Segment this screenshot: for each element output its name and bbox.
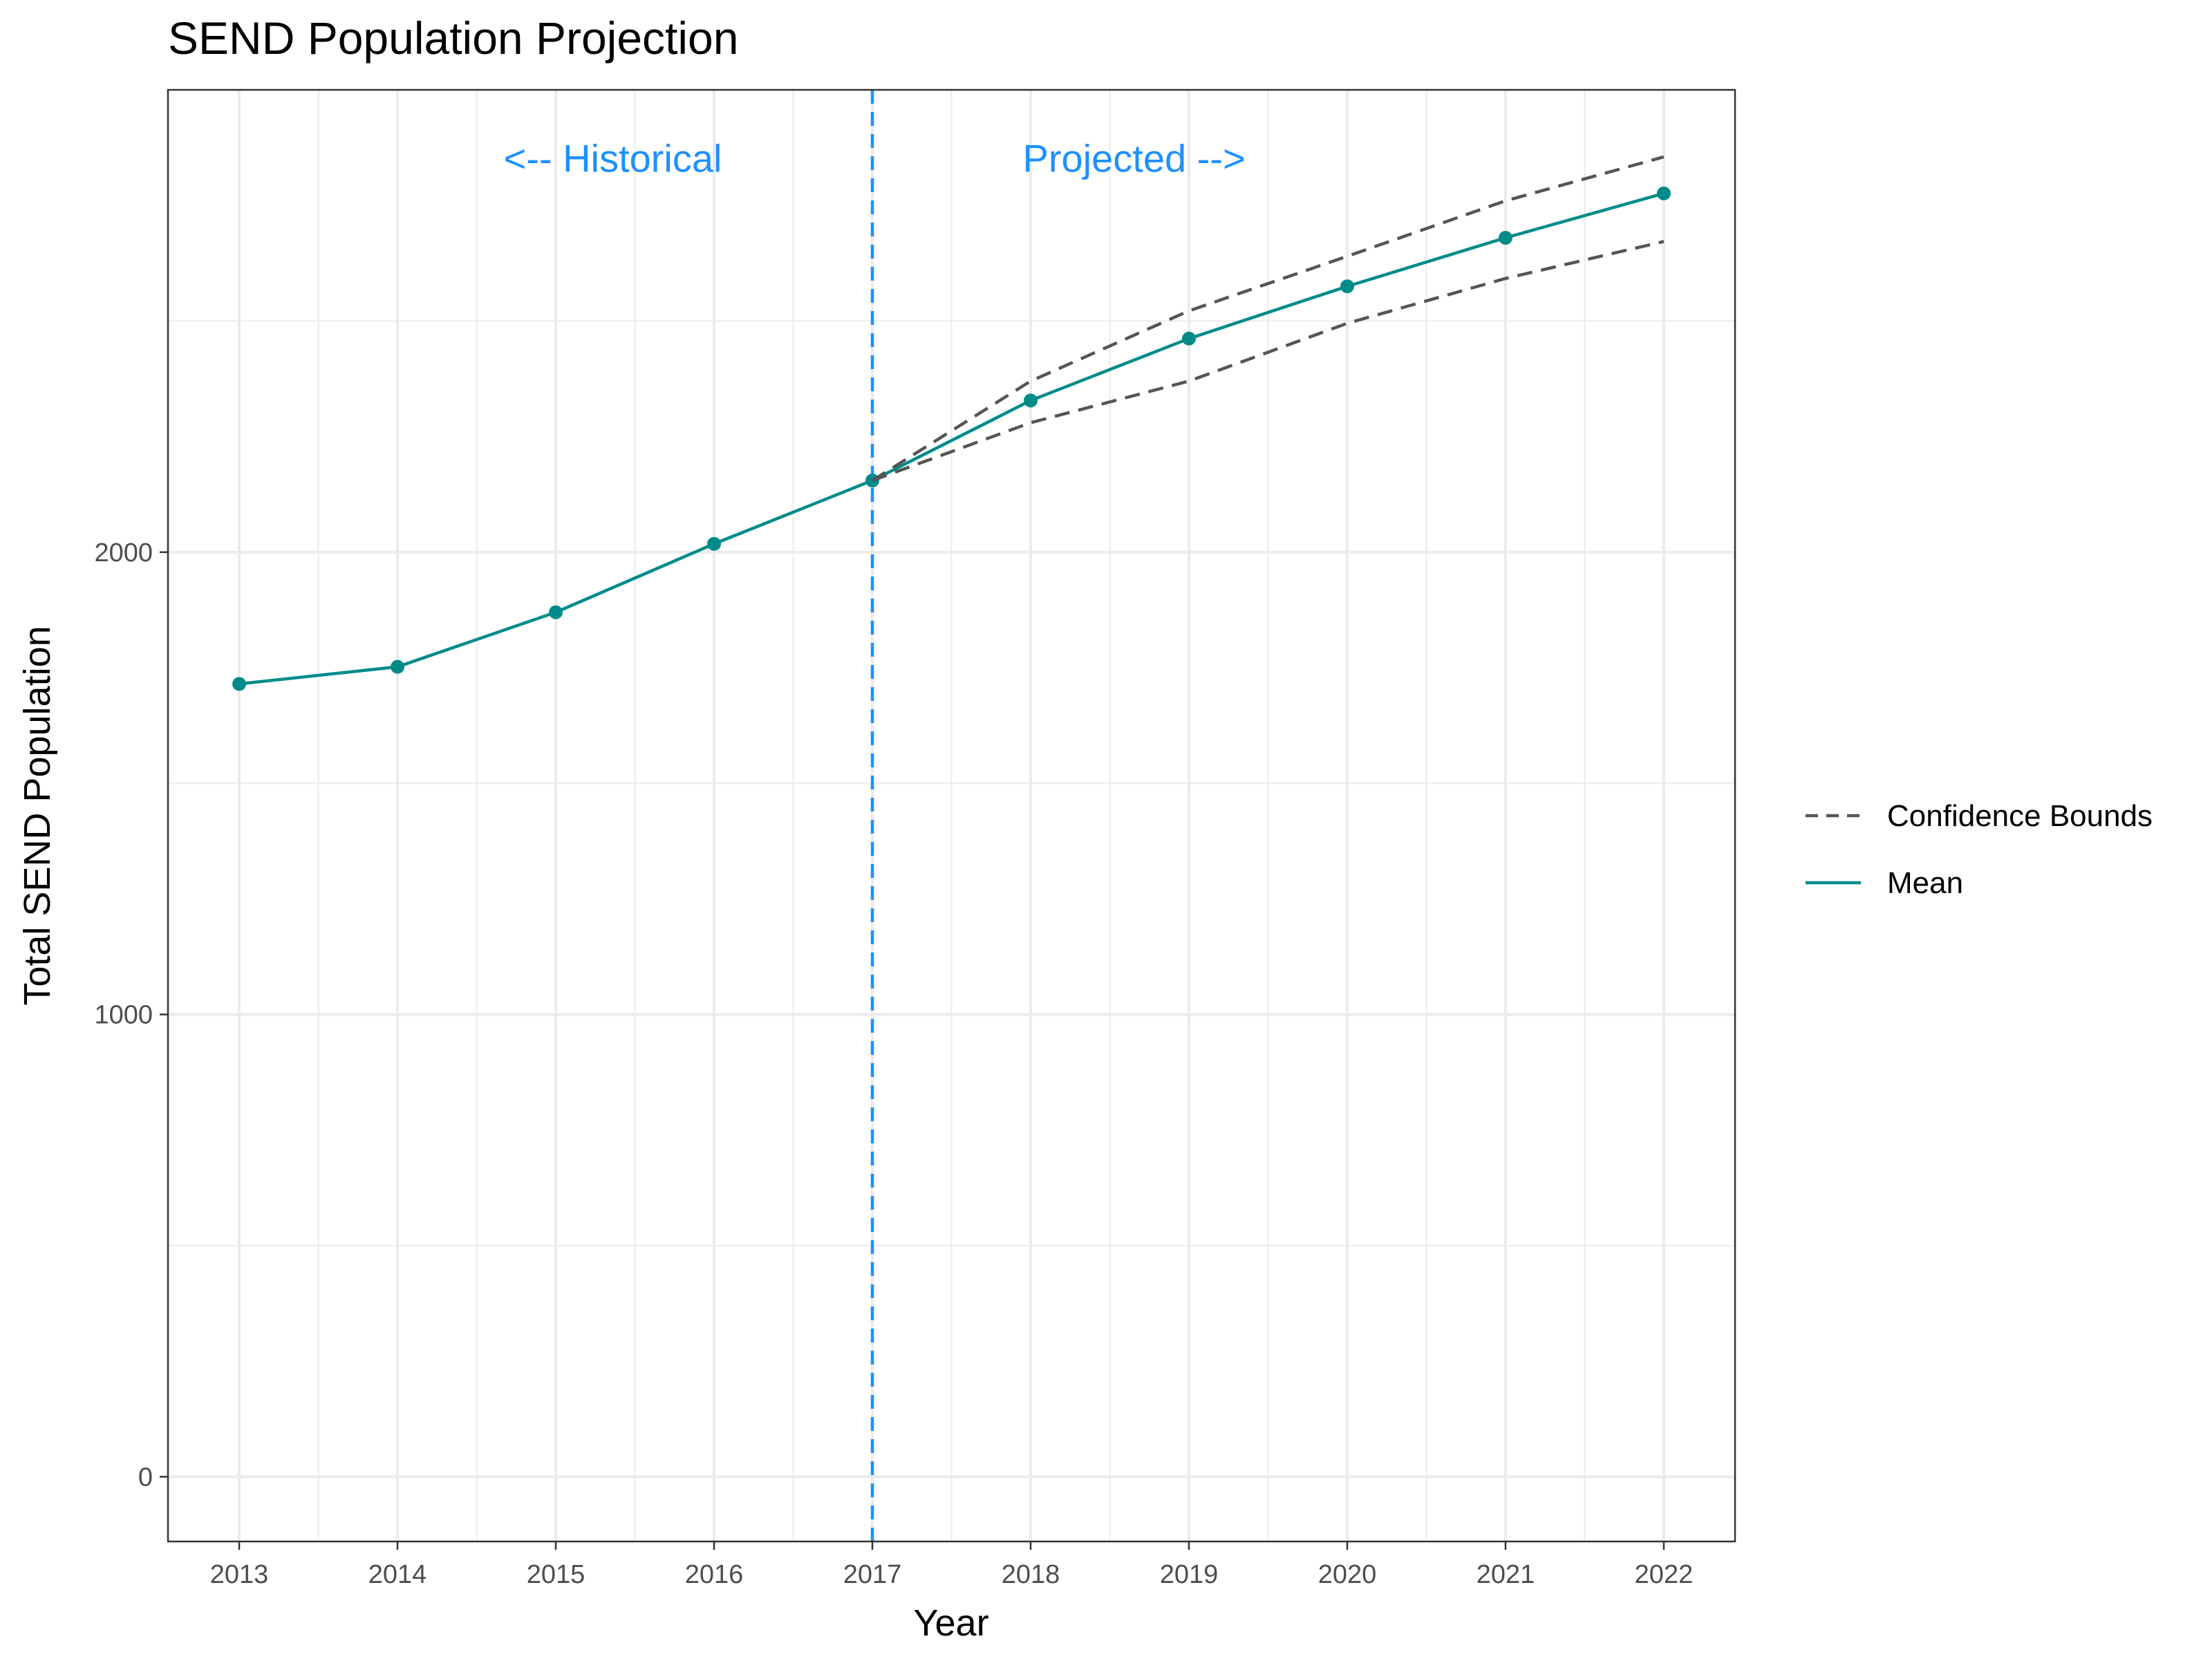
x-tick-label: 2013 xyxy=(210,1560,269,1589)
mean-point xyxy=(1656,186,1671,200)
mean-point xyxy=(1340,279,1354,294)
projected-annotation: Projected --> xyxy=(1023,136,1246,180)
mean-point xyxy=(707,536,722,551)
y-tick-label: 2000 xyxy=(94,538,153,568)
mean-point xyxy=(1023,393,1038,408)
x-tick-label: 2022 xyxy=(1635,1560,1694,1589)
mean-point xyxy=(232,677,247,691)
mean-point xyxy=(391,659,405,674)
legend-label: Mean xyxy=(1887,866,1963,900)
legend: Confidence Bounds Mean xyxy=(1806,799,2153,900)
mean-point xyxy=(1181,331,1196,346)
lower-confidence-bound-line xyxy=(872,240,1665,482)
x-tick-label: 2019 xyxy=(1160,1560,1219,1589)
y-axis-title: Total SEND Population xyxy=(17,626,58,1005)
y-axis: 0 1000 2000 xyxy=(94,538,168,1492)
series-layer xyxy=(232,155,1671,691)
plot-area: <-- Historical Projected --> xyxy=(167,88,1736,1543)
mean-point xyxy=(1498,231,1512,245)
legend-label: Confidence Bounds xyxy=(1887,799,2153,833)
x-axis-title: Year xyxy=(913,1602,988,1644)
annotation-layer: <-- Historical Projected --> xyxy=(504,136,1246,180)
x-axis: 2013 2014 2015 2016 2017 2018 2019 2020 2021 2022 xyxy=(210,1541,1693,1589)
mean-line xyxy=(238,191,1665,686)
chart-title: SEND Population Projection xyxy=(168,12,738,64)
x-tick-label: 2021 xyxy=(1477,1560,1535,1589)
historical-annotation: <-- Historical xyxy=(504,136,722,180)
grid xyxy=(168,90,1735,1541)
y-tick-label: 0 xyxy=(138,1463,153,1492)
y-tick-label: 1000 xyxy=(94,1001,153,1030)
x-tick-label: 2020 xyxy=(1318,1560,1377,1589)
mean-point xyxy=(549,605,563,619)
plot-border xyxy=(167,88,1736,1543)
x-tick-label: 2018 xyxy=(1002,1560,1060,1589)
x-tick-label: 2014 xyxy=(368,1560,427,1589)
x-tick-label: 2017 xyxy=(843,1560,902,1589)
upper-confidence-bound-line xyxy=(871,155,1665,482)
x-tick-label: 2016 xyxy=(685,1560,744,1589)
x-tick-label: 2015 xyxy=(527,1560,585,1589)
